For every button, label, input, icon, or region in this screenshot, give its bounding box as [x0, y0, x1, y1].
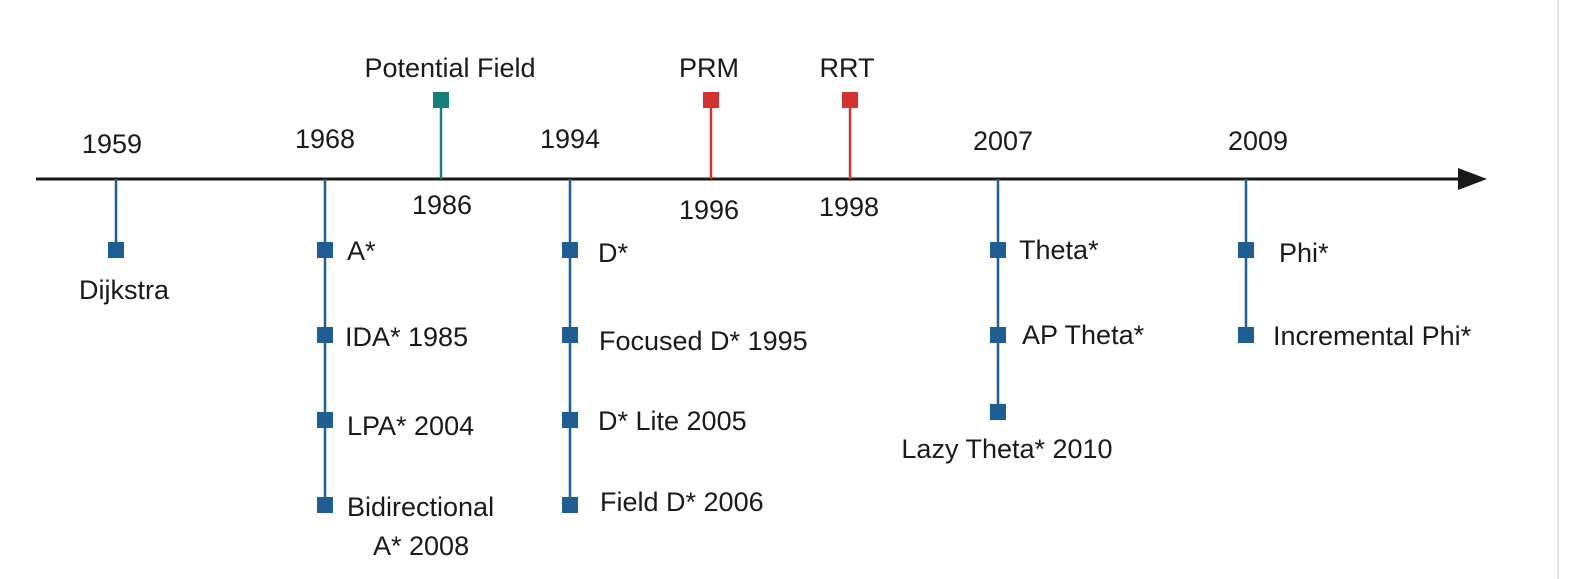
marker-lpa-star [317, 412, 333, 428]
marker-bidirectional-a-star [317, 497, 333, 513]
year-label-1998: 1998 [819, 192, 879, 222]
algorithm-label-d-star-lite: D* Lite 2005 [598, 406, 747, 436]
milestone-1994: 1994 D* Focused D* 1995 D* Lite 2005 Fie… [540, 124, 808, 517]
algorithm-label-bidirectional-line2: A* 2008 [373, 531, 469, 561]
marker-theta-star [990, 242, 1006, 258]
milestone-1998: RRT 1998 [819, 53, 879, 222]
timeline-arrowhead [1458, 168, 1487, 190]
year-label-1968: 1968 [295, 124, 355, 154]
marker-dijkstra [108, 242, 124, 258]
marker-prm [703, 92, 719, 108]
algorithm-label-a-star: A* [347, 236, 376, 266]
year-label-1996: 1996 [679, 195, 739, 225]
algorithm-label-focused-d-star: Focused D* 1995 [599, 326, 808, 356]
year-label-1994: 1994 [540, 124, 600, 154]
milestone-1968: 1968 A* IDA* 1985 LPA* 2004 Bidirectiona… [295, 124, 494, 561]
milestone-1959: 1959 Dijkstra [79, 129, 170, 305]
year-label-2007: 2007 [973, 126, 1033, 156]
milestone-2007: 2007 Theta* AP Theta* Lazy Theta* 2010 [901, 126, 1144, 464]
marker-d-star [562, 242, 578, 258]
algorithm-label-dijkstra: Dijkstra [79, 275, 170, 305]
window-edge [1557, 0, 1575, 579]
algorithm-label-field-d-star: Field D* 2006 [600, 487, 764, 517]
year-label-1986: 1986 [412, 190, 472, 220]
marker-rrt [842, 92, 858, 108]
algorithm-label-d-star: D* [598, 238, 628, 268]
milestone-1986: Potential Field 1986 [364, 53, 535, 220]
milestone-2009: 2009 Phi* Incremental Phi* [1228, 126, 1472, 351]
marker-incremental-phi-star [1238, 327, 1254, 343]
marker-d-star-lite [562, 412, 578, 428]
algorithm-label-lazy-theta-star: Lazy Theta* 2010 [901, 434, 1112, 464]
marker-field-d-star [562, 497, 578, 513]
marker-potential-field [433, 92, 449, 108]
algorithm-label-rrt: RRT [819, 53, 874, 83]
algorithm-label-theta-star: Theta* [1019, 235, 1099, 265]
marker-lazy-theta-star [990, 404, 1006, 420]
algorithm-label-lpa-star: LPA* 2004 [347, 411, 474, 441]
algorithm-label-bidirectional-line1: Bidirectional [347, 492, 494, 522]
marker-a-star [317, 242, 333, 258]
marker-focused-d-star [562, 327, 578, 343]
marker-ida-star [317, 327, 333, 343]
milestone-1996: PRM 1996 [679, 53, 739, 225]
algorithm-label-incremental-phi-star: Incremental Phi* [1273, 321, 1472, 351]
marker-ap-theta-star [990, 327, 1006, 343]
algorithm-label-prm: PRM [679, 53, 739, 83]
year-label-2009: 2009 [1228, 126, 1288, 156]
year-label-1959: 1959 [82, 129, 142, 159]
algorithm-label-ida-star: IDA* 1985 [345, 322, 468, 352]
marker-phi-star [1238, 242, 1254, 258]
algorithm-label-potential-field: Potential Field [364, 53, 535, 83]
algorithm-label-phi-star: Phi* [1279, 238, 1329, 268]
algorithm-label-ap-theta-star: AP Theta* [1022, 320, 1145, 350]
